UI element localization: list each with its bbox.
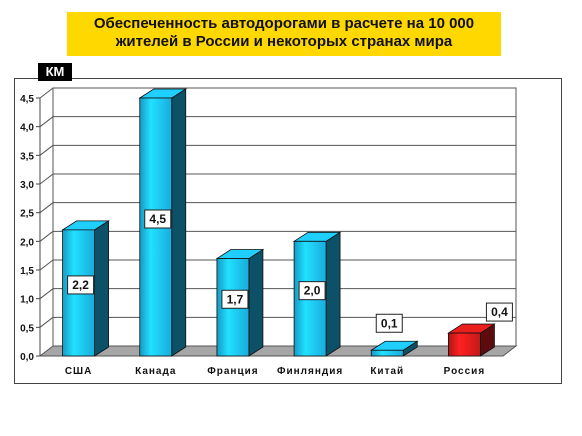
y-tick-label: 3,5 <box>20 151 34 162</box>
x-category-label-5: Россия <box>444 366 486 377</box>
gridline-side <box>39 202 54 214</box>
y-tick-label: 0,5 <box>20 323 34 334</box>
gridline-side <box>39 259 54 271</box>
data-label-box-0 <box>67 275 95 295</box>
x-category-label-1: Канада <box>135 366 176 377</box>
x-category-label-0: США <box>65 366 93 377</box>
plot-back-wall <box>52 87 517 347</box>
gridline-side <box>39 87 54 99</box>
chart-title-line-1: Обеспеченность автодорогами в расчете на… <box>93 15 475 32</box>
bar-side-3 <box>325 231 341 357</box>
data-label-2: 1,7 <box>227 292 244 306</box>
y-tick-label: 1,0 <box>20 295 34 306</box>
x-category-label-4: Китай <box>370 366 404 377</box>
x-category-label-2: Франция <box>207 366 258 377</box>
chart-title: Обеспеченность автодорогами в расчете на… <box>67 12 501 56</box>
y-tick-label: 0,0 <box>20 352 34 363</box>
gridline-side <box>39 316 54 328</box>
y-tick-label: 4,0 <box>20 123 34 134</box>
data-label-4: 0,1 <box>381 316 398 330</box>
data-label-box-5 <box>485 302 513 322</box>
data-label-5: 0,4 <box>491 305 508 319</box>
data-label-0: 2,2 <box>72 278 89 292</box>
gridline-side <box>39 144 54 156</box>
data-label-box-1 <box>144 209 172 229</box>
data-label-box-4 <box>375 313 403 333</box>
y-tick-label: 4,5 <box>20 94 34 105</box>
x-category-label-3: Финляндия <box>277 366 343 377</box>
gridline-side <box>39 116 54 128</box>
y-tick-label: 1,5 <box>20 266 34 277</box>
data-label-box-2 <box>221 289 249 309</box>
bar-side-0 <box>94 220 109 357</box>
data-label-box-3 <box>298 281 326 301</box>
bar-side-1 <box>171 88 187 357</box>
y-axis-unit-label: КМ <box>38 63 72 81</box>
y-tick-label: 2,5 <box>20 209 34 220</box>
gridline-side <box>39 173 54 185</box>
data-label-3: 2,0 <box>304 284 321 298</box>
data-label-1: 4,5 <box>149 212 166 226</box>
gridline-side <box>39 288 54 300</box>
gridline-side <box>39 230 54 242</box>
bar-5 <box>448 332 481 357</box>
y-tick-label: 3,0 <box>20 180 34 191</box>
bar-4 <box>370 349 404 357</box>
bar-side-2 <box>248 248 264 357</box>
chart-title-line-2: жителей в России и некоторых странах мир… <box>115 33 453 50</box>
y-tick-label: 2,0 <box>20 237 34 248</box>
plot-floor <box>38 345 518 357</box>
